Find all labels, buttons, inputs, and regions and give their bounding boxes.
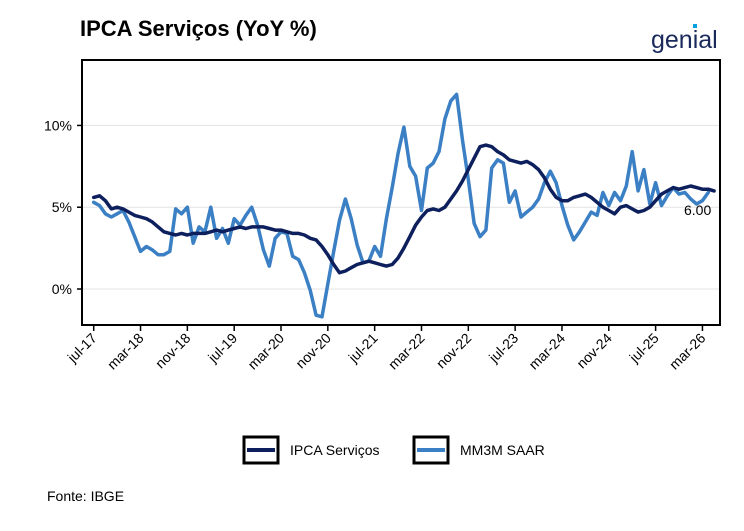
- x-axis: jul-17 mar-18 nov-18 jul-19 mar-20 nov-20 jul-…: [64, 325, 709, 372]
- chart: 0%5%10% jul-17 mar-18 nov-18 jul-19 mar-20 no…: [44, 59, 721, 465]
- end-value-label: 6.00: [684, 202, 711, 218]
- x-tick-label: jul-25: [625, 330, 661, 366]
- x-tick-label: nov-22: [433, 330, 475, 372]
- series-line-ipca-servi-os: [91, 143, 716, 275]
- y-tick-label: 10%: [44, 117, 72, 133]
- legend-item-label: IPCA Serviços: [290, 442, 379, 458]
- x-tick-label: mar-18: [104, 330, 147, 373]
- x-tick-label: mar-26: [666, 330, 709, 373]
- genial-logo: genial: [651, 24, 718, 54]
- y-axis: 0% 5% 10%: [44, 117, 82, 297]
- x-tick-label: jul-21: [345, 330, 381, 366]
- x-tick-label: mar-24: [525, 330, 568, 373]
- plot-frame: [81, 59, 721, 326]
- svg-text:genial: genial: [651, 26, 718, 54]
- y-tick-label: 0%: [52, 281, 72, 297]
- chart-title: IPCA Serviços (YoY %): [80, 16, 317, 41]
- source-note: Fonte: IBGE: [47, 488, 125, 504]
- x-tick-label: nov-24: [573, 330, 615, 372]
- x-tick-label: jul-17: [64, 330, 100, 366]
- x-tick-label: mar-20: [244, 330, 287, 373]
- x-tick-label: nov-18: [152, 330, 194, 372]
- legend: IPCA Serviços MM3M SAAR: [242, 435, 545, 465]
- x-tick-label: nov-20: [292, 330, 334, 372]
- x-tick-label: jul-23: [485, 330, 521, 366]
- legend-item-label: MM3M SAAR: [460, 442, 545, 458]
- x-tick-label: mar-22: [385, 330, 428, 373]
- x-tick-label: jul-19: [204, 330, 240, 366]
- series-line-mm3m-saar: [91, 92, 711, 319]
- y-tick-label: 5%: [52, 199, 72, 215]
- series-lines: [91, 92, 716, 319]
